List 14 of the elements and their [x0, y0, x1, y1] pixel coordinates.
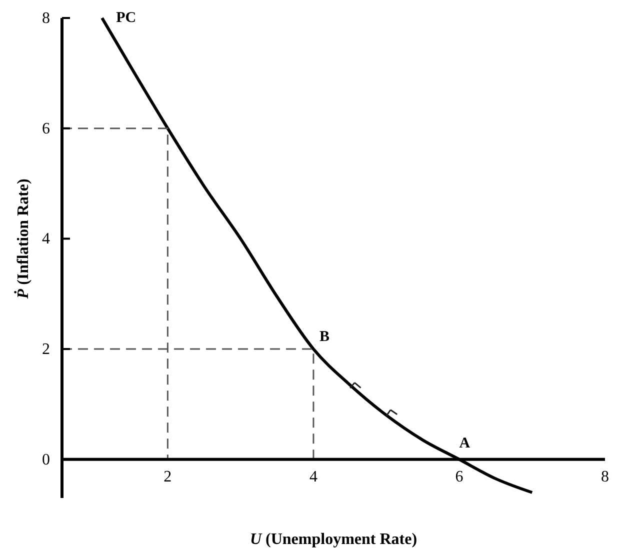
y-tick-label: 6 [42, 120, 50, 138]
annotation: PC [116, 10, 136, 26]
x-tick-label: 8 [601, 468, 609, 486]
y-tick-label: 2 [42, 341, 50, 358]
annotation: A [459, 435, 470, 452]
y-tick-label: 4 [42, 230, 50, 248]
y-tick-label: 0 [42, 451, 50, 468]
x-axis-title: U (Unemployment Rate) [250, 531, 418, 548]
y-tick-label: 8 [42, 10, 50, 27]
x-tick-label: 4 [309, 468, 318, 486]
annotation: B [319, 329, 330, 346]
x-tick-label: 6 [455, 468, 464, 486]
x-tick-label: 2 [164, 468, 172, 486]
y-axis-title: Ṗ (Inflation Rate) [14, 178, 32, 300]
